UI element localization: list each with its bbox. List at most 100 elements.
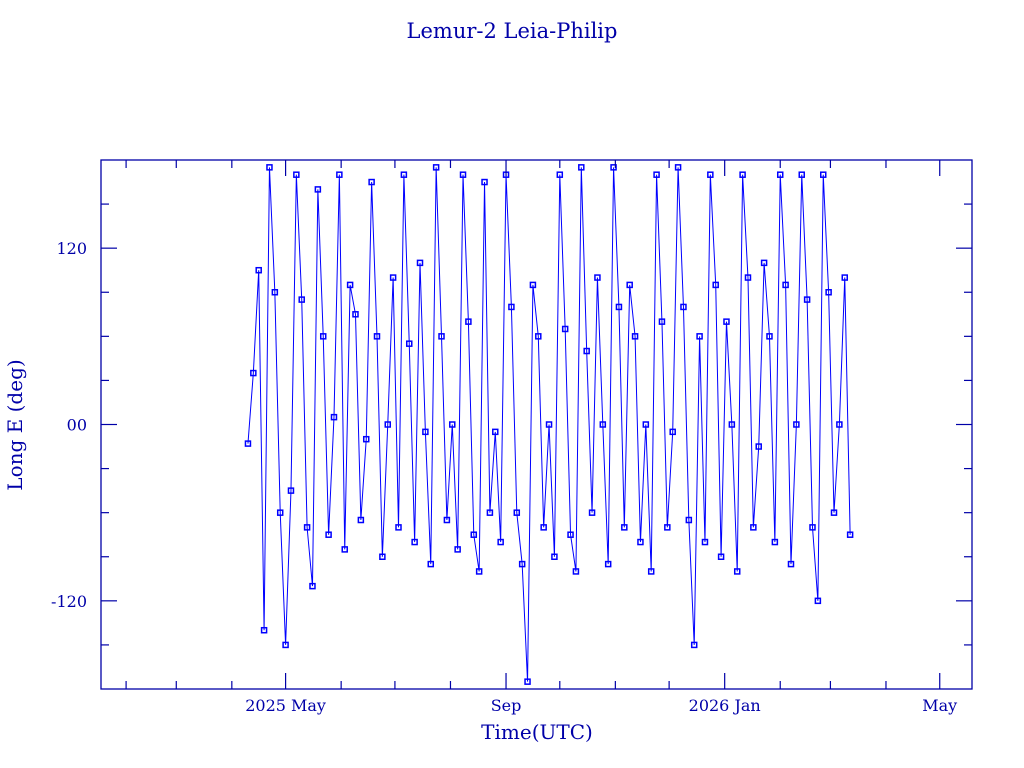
data-point [846, 531, 854, 538]
data-point [793, 421, 800, 428]
data-point [567, 531, 574, 538]
data-point [475, 568, 483, 575]
data-point [422, 428, 429, 436]
data-point [513, 509, 521, 516]
data-point [282, 641, 289, 649]
data-point [690, 641, 698, 649]
x-tick-label: 2026 Jan [689, 696, 761, 715]
data-point [685, 516, 693, 524]
data-point [723, 318, 730, 325]
data-point [561, 325, 569, 333]
data-point [664, 524, 671, 531]
data-point [535, 333, 542, 340]
data-point [637, 538, 644, 546]
data-point [701, 538, 709, 546]
y-tick-label: 00 [67, 416, 87, 435]
data-point [658, 318, 666, 325]
data-point [642, 421, 650, 428]
data-point [298, 296, 305, 303]
series-line [247, 167, 851, 682]
data-point [314, 186, 322, 193]
data-point [357, 516, 365, 524]
data-point [707, 171, 714, 178]
chart-title: Lemur-2 Leia-Philip [407, 19, 618, 43]
data-point [669, 428, 676, 436]
data-point [524, 678, 531, 685]
data-point [470, 531, 478, 538]
data-point [508, 303, 515, 311]
data-point [384, 421, 391, 428]
data-point [454, 546, 461, 553]
data-point [266, 164, 273, 171]
data-point [610, 164, 617, 171]
data-point [395, 524, 402, 531]
data-point [293, 171, 300, 178]
data-point [438, 333, 445, 340]
data-point [497, 538, 504, 546]
data-point [411, 538, 418, 546]
data-point [319, 333, 327, 340]
data-point [406, 340, 413, 347]
data-point [551, 553, 558, 560]
data-point [717, 553, 725, 560]
x-axis-label: Time(UTC) [481, 720, 593, 744]
data-point [830, 509, 838, 516]
data-point [647, 568, 655, 575]
data-point [674, 164, 682, 171]
y-tick-label: -120 [51, 592, 87, 611]
y-tick-label: 120 [56, 239, 87, 258]
data-point [492, 428, 499, 436]
axis-ticks [101, 160, 972, 689]
data-point [330, 413, 338, 421]
data-point [443, 516, 451, 524]
x-tick-label: May [922, 696, 957, 715]
data-point [760, 259, 768, 267]
data-point [352, 311, 359, 318]
data-point [368, 178, 375, 186]
data-point [621, 524, 628, 531]
data-point [604, 560, 612, 568]
data-point [250, 369, 257, 377]
data-point [389, 274, 397, 281]
data-point [836, 421, 843, 428]
data-point [556, 171, 564, 178]
data-point [545, 421, 553, 428]
data-point [325, 531, 332, 538]
data-point [379, 553, 386, 560]
data-point [825, 289, 832, 296]
data-point [696, 333, 703, 340]
data-point [572, 568, 580, 575]
data-point [276, 509, 284, 516]
data-point [626, 281, 633, 289]
data-point [271, 289, 279, 296]
data-point [631, 333, 639, 340]
data-point [481, 178, 488, 186]
data-point [578, 164, 585, 171]
data-point [449, 421, 456, 428]
data-point [459, 171, 467, 178]
data-point [416, 259, 424, 267]
data-point [400, 171, 408, 178]
data-point [373, 333, 381, 340]
data-point [814, 597, 822, 605]
data-point [771, 538, 779, 546]
data-point [309, 582, 316, 590]
plot-frame [100, 159, 973, 690]
data-point [432, 164, 440, 171]
data-point [336, 171, 343, 178]
data-point [255, 266, 262, 274]
data-point [841, 274, 849, 281]
data-point [599, 421, 607, 428]
data-point [809, 524, 816, 531]
data-point [803, 296, 811, 303]
data-point [583, 347, 590, 355]
data-point [744, 274, 752, 281]
data-point [486, 509, 494, 516]
data-point [518, 560, 526, 568]
data-point [465, 318, 472, 325]
data-point [739, 171, 746, 178]
data-point [362, 435, 370, 443]
data-point [303, 524, 311, 531]
data-point [540, 524, 547, 531]
